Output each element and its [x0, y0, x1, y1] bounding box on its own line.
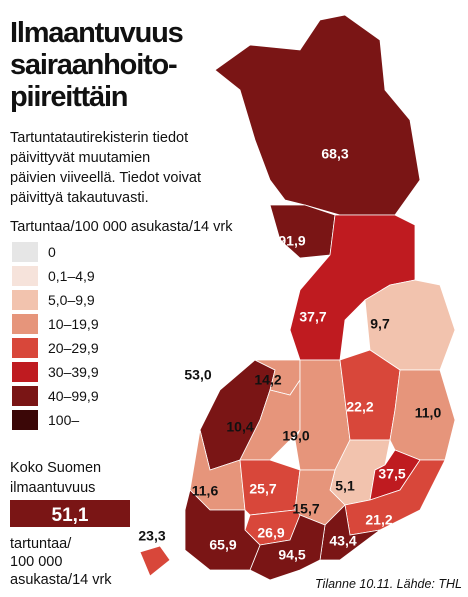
legend-label: 40–99,9: [48, 388, 99, 404]
region: [214, 14, 421, 216]
summary-box: [10, 500, 130, 527]
description-line: Tartuntatautirekisterin tiedot: [10, 130, 188, 146]
region-label: 53,0: [184, 367, 211, 383]
summary-value: 51,1: [52, 505, 89, 526]
legend-swatch: [12, 362, 38, 382]
legend-swatch: [12, 266, 38, 286]
region: [249, 514, 326, 581]
legend-swatch: [12, 386, 38, 406]
title-line: piireittäin: [10, 81, 127, 113]
region-label: 26,9: [257, 525, 284, 541]
region-label: 11,0: [415, 405, 442, 421]
region-label: 91,9: [278, 233, 305, 249]
region-label: 10,4: [226, 419, 253, 435]
legend-label: 5,0–9,9: [48, 292, 95, 308]
region: [184, 489, 261, 571]
description-line: päivien viiveellä. Tiedot voivat: [10, 170, 201, 186]
legend-label: 100–: [48, 412, 79, 428]
legend-label: 0,1–4,9: [48, 268, 95, 284]
region-label: 68,3: [321, 146, 348, 162]
region-label: 23,3: [138, 528, 165, 544]
region-label: 37,7: [299, 309, 326, 325]
legend-label: 30–39,9: [48, 364, 99, 380]
region: [289, 214, 416, 361]
description-line: päivittyä takautuvasti.: [10, 190, 149, 206]
title-line: Ilmaantuvuus: [10, 17, 183, 49]
summary-unit: tartuntaa/: [10, 536, 72, 552]
map: 68,3 91,9 37,7 9,7 53,0 14,2 10,4 19,0 22,2 11,0 1…: [138, 14, 456, 581]
region-label: 15,7: [292, 501, 319, 517]
region-label: 94,5: [278, 547, 305, 563]
legend-title: Tartuntaa/100 000 asukasta/14 vrk: [10, 219, 233, 235]
description-line: päivittyvät muutamien: [10, 150, 150, 166]
region-label: 65,9: [209, 537, 236, 553]
region-label: 43,4: [329, 533, 356, 549]
region-label: 21,2: [365, 512, 392, 528]
legend-label: 20–29,9: [48, 340, 99, 356]
summary-label: ilmaantuvuus: [10, 480, 95, 496]
region-label: 25,7: [249, 481, 276, 497]
legend-label: 0: [48, 244, 56, 260]
summary-unit: asukasta/14 vrk: [10, 572, 112, 588]
legend-swatch: [12, 410, 38, 430]
legend-swatch: [12, 338, 38, 358]
legend-swatch: [12, 314, 38, 334]
region: [239, 378, 301, 461]
region-label: 5,1: [335, 478, 355, 494]
region-label: 11,6: [192, 483, 219, 499]
legend: 0 0,1–4,9 5,0–9,9 10–19,9 20–29,9 30–39,9 40–9…: [12, 242, 99, 430]
region-label: 9,7: [370, 316, 390, 332]
legend-swatch: [12, 290, 38, 310]
legend-swatch: [12, 242, 38, 262]
title-line: sairaanhoito-: [10, 49, 177, 81]
region-label: 37,5: [378, 466, 405, 482]
summary-unit: 100 000: [10, 554, 62, 570]
region-label: 19,0: [282, 428, 309, 444]
region: [139, 545, 171, 577]
summary-label: Koko Suomen: [10, 460, 101, 476]
footer: Tilanne 10.11. Lähde: THL: [315, 577, 462, 591]
region-label: 22,2: [346, 399, 373, 415]
legend-label: 10–19,9: [48, 316, 99, 332]
region-label: 14,2: [254, 372, 281, 388]
